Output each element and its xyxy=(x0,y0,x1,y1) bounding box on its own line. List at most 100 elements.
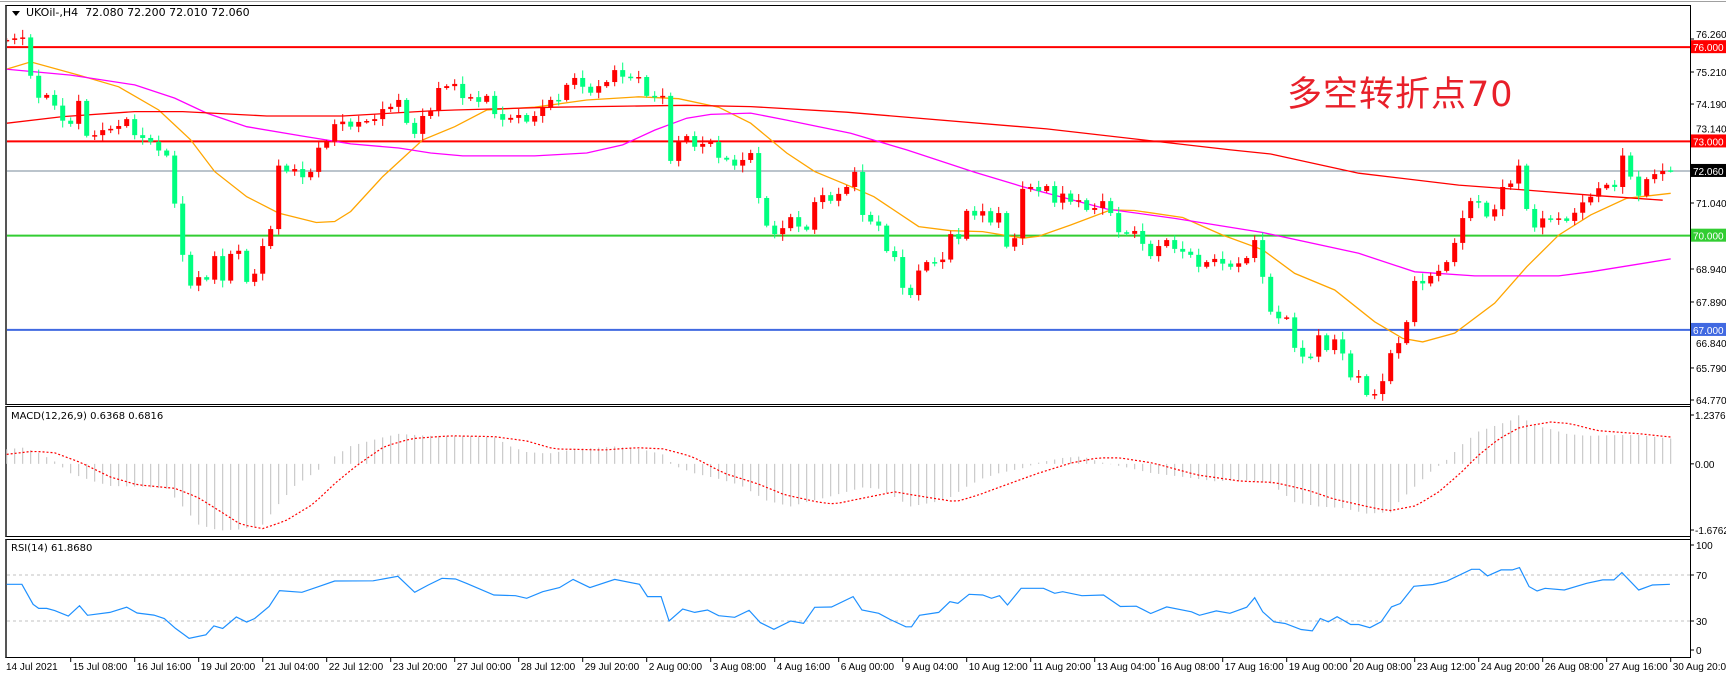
level-price-tag: 73.000 xyxy=(1693,137,1724,148)
candle-body xyxy=(1132,230,1138,234)
candle-body xyxy=(1116,213,1122,233)
candle xyxy=(468,93,474,102)
candle-body xyxy=(828,195,834,201)
candle xyxy=(188,251,194,289)
candle xyxy=(804,224,810,232)
candle-body xyxy=(548,99,554,108)
candle-body xyxy=(372,119,378,122)
price-tick-label: 67.890 xyxy=(1696,298,1726,309)
candle xyxy=(316,141,322,178)
candle-body xyxy=(756,153,762,198)
candle xyxy=(516,108,522,124)
candle xyxy=(1548,215,1554,223)
candle xyxy=(412,118,418,139)
candle xyxy=(988,207,994,226)
candle xyxy=(780,220,786,241)
time-tick-label: 24 Aug 20:00 xyxy=(1481,662,1540,673)
candle xyxy=(1604,182,1610,190)
candle-body xyxy=(132,119,138,136)
candle-body xyxy=(1012,238,1018,247)
candle xyxy=(916,264,922,301)
triangle-down-icon[interactable] xyxy=(12,10,20,16)
price-tick-label: 66.840 xyxy=(1696,339,1726,350)
candle xyxy=(636,70,642,84)
candle-body xyxy=(604,82,610,87)
rsi-panel[interactable] xyxy=(5,539,1690,658)
candle xyxy=(1540,210,1546,235)
macd-panel[interactable] xyxy=(5,406,1690,537)
candle xyxy=(132,114,138,140)
candle xyxy=(1388,349,1394,385)
candle-body xyxy=(44,94,50,98)
candle xyxy=(1628,152,1634,180)
time-tick-label: 10 Aug 12:00 xyxy=(969,662,1028,673)
candle xyxy=(388,103,394,113)
candle-body xyxy=(724,157,730,160)
candle xyxy=(1420,273,1426,291)
price-axis-line xyxy=(1690,5,1691,658)
candle-body xyxy=(476,97,482,102)
candle-body xyxy=(1068,193,1074,202)
candle-body xyxy=(796,217,802,227)
candle-body xyxy=(276,165,282,230)
candle-body xyxy=(316,147,322,172)
candle-body xyxy=(28,37,34,76)
candle xyxy=(1052,181,1058,207)
candle xyxy=(1188,248,1194,258)
candle xyxy=(948,230,954,263)
price-tick-label: 65.790 xyxy=(1696,364,1726,375)
candle-body xyxy=(1628,155,1634,177)
candle-body xyxy=(500,114,506,120)
candle-body xyxy=(1156,246,1162,257)
candle xyxy=(492,91,498,119)
candle-body xyxy=(964,210,970,239)
candle xyxy=(228,250,234,284)
candle-body xyxy=(92,135,98,137)
candle-body xyxy=(1404,322,1410,344)
level-price-tag: 76.000 xyxy=(1693,43,1724,54)
candle xyxy=(716,135,722,164)
candle xyxy=(604,80,610,88)
candle-body xyxy=(1356,376,1362,378)
candle xyxy=(1292,312,1298,353)
candle-body xyxy=(284,165,290,172)
candle-body xyxy=(1332,339,1338,351)
candle xyxy=(860,164,866,222)
candle-body xyxy=(1460,218,1466,243)
candle xyxy=(596,80,602,99)
candle-body xyxy=(1500,186,1506,210)
candle-body xyxy=(684,136,690,143)
candle-body xyxy=(1340,339,1346,354)
level-price-tag-bg xyxy=(1691,40,1726,54)
chart-header: UKOil-,H4 72.080 72.200 72.010 72.060 xyxy=(12,6,250,19)
time-tick-label: 22 Jul 12:00 xyxy=(329,662,384,673)
candle-body xyxy=(172,155,178,204)
candle xyxy=(1308,353,1314,360)
candle-body xyxy=(1588,196,1594,203)
candle xyxy=(452,79,458,91)
moving-average-line-1 xyxy=(7,68,1671,277)
candle-body xyxy=(452,83,458,87)
candle xyxy=(876,215,882,232)
candle-body xyxy=(636,77,642,79)
candle xyxy=(204,275,210,282)
candle-body xyxy=(980,211,986,216)
candle-body xyxy=(700,143,706,147)
candle-body xyxy=(396,99,402,107)
candle-body xyxy=(1532,208,1538,228)
candle-body xyxy=(844,186,850,194)
candle xyxy=(1148,240,1154,260)
candle-body xyxy=(764,197,770,226)
candle-body xyxy=(420,115,426,134)
time-tick-label: 4 Aug 16:00 xyxy=(777,662,831,673)
candle xyxy=(1412,276,1418,327)
candle-body xyxy=(1436,270,1442,276)
price-chart-panel[interactable] xyxy=(5,5,1690,405)
candle xyxy=(612,65,618,87)
candle xyxy=(1268,273,1274,315)
candle-body xyxy=(60,105,66,121)
candle xyxy=(1252,235,1258,263)
candle-body xyxy=(1180,248,1186,252)
candle-body xyxy=(1452,242,1458,263)
